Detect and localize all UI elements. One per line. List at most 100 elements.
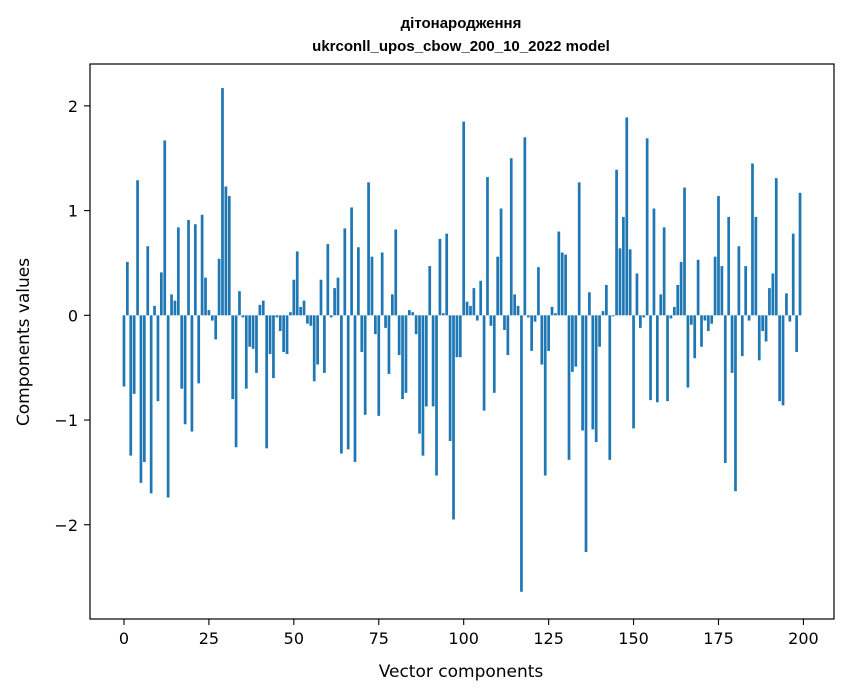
bar [625,117,629,316]
bar [363,315,367,415]
bar [397,315,401,356]
bar [503,315,506,330]
bar [275,315,279,318]
bar [391,294,394,316]
bar [486,177,489,316]
bar [227,195,231,316]
bar [452,315,455,520]
bar [258,304,262,316]
bar [516,305,520,316]
bar [594,315,598,443]
bar [672,306,676,316]
bar [289,312,292,316]
bar [550,306,554,316]
bar [424,315,428,407]
bar [747,315,751,321]
bar [615,169,618,316]
bar [316,315,319,365]
bar [662,227,666,316]
bar [761,315,765,332]
bar [340,315,343,454]
bar [323,315,326,373]
bar [435,315,438,476]
bar [795,315,798,352]
bar [696,259,700,316]
bar [295,251,299,316]
bar [251,315,255,349]
bar [380,252,384,316]
bar [649,315,652,401]
bar [139,315,143,483]
bar [754,216,758,316]
bar [407,310,411,316]
bar [231,315,235,400]
x-tick-label: 175 [703,629,734,648]
bar [370,256,374,316]
bar [272,315,275,379]
bar [723,315,727,463]
bar [333,288,336,316]
x-tick-label: 75 [369,629,389,648]
plot-frame [89,63,835,620]
bar [384,315,387,328]
bar [285,315,289,355]
bar [357,247,360,316]
bar [526,315,530,318]
bar [367,182,370,316]
bar [126,261,129,316]
bar [204,277,207,316]
bar [571,315,574,372]
bar [255,315,258,373]
bar [455,315,459,358]
bar [234,315,238,448]
y-tick-label: 1 [68,202,78,221]
bar [143,315,146,462]
bar [642,315,646,318]
chart-subtitle: ukrconll_upos_cbow_200_10_2022 model [312,38,610,55]
bar [499,208,503,316]
bar [567,315,571,460]
bar [506,315,510,356]
bar [431,315,435,407]
bar [584,315,588,552]
bar [713,256,717,316]
bar [401,315,404,400]
bar [798,192,802,316]
bar [628,249,632,316]
bar [744,266,748,316]
bar [530,315,533,351]
bar [618,248,622,316]
bar [577,182,581,316]
bar [394,229,398,316]
bar [221,88,224,316]
bar [781,315,785,406]
bar [244,315,248,389]
bar [788,315,792,322]
bar [319,279,323,316]
bar [764,315,768,342]
bar [329,315,333,318]
bar [591,315,595,430]
bar [520,315,523,592]
bar [153,305,156,316]
bar [180,315,184,389]
bar [710,315,714,324]
bar [513,294,517,316]
bar [197,315,201,384]
bar [306,315,309,324]
bar [326,244,330,316]
bar [608,315,612,460]
bar [404,315,408,393]
bar [557,231,561,316]
bar [343,228,347,316]
bar [778,315,781,402]
bar [129,315,133,456]
x-tick-label: 125 [533,629,564,648]
bar [791,233,795,316]
y-tick-label: 2 [68,97,78,116]
bar [689,315,693,325]
bar [265,315,269,449]
bar [774,178,778,316]
bar [299,306,302,316]
